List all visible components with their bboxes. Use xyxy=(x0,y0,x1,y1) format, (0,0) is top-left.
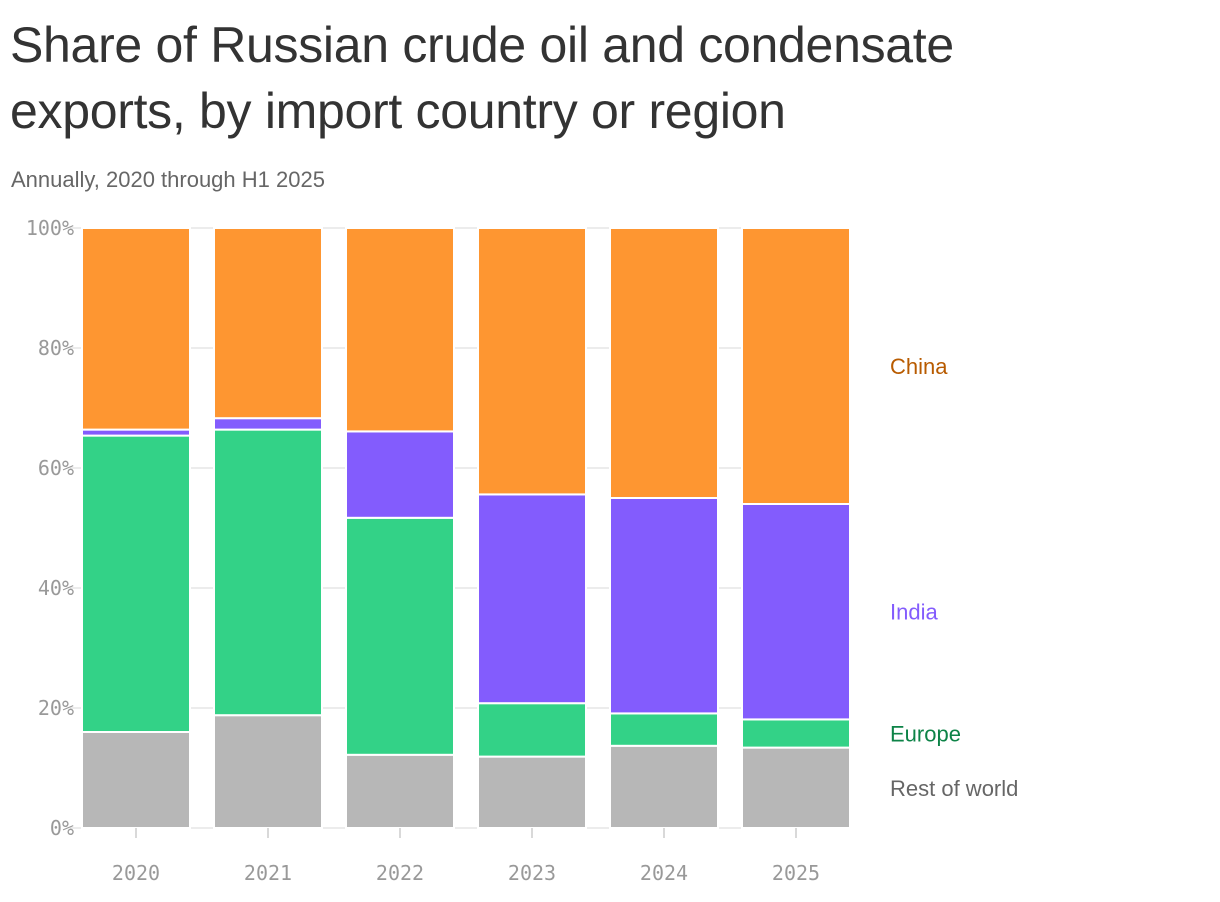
bar-china-2025 xyxy=(741,227,851,505)
bar-india-2023 xyxy=(477,493,587,705)
y-tick-label-100: 100% xyxy=(26,216,74,240)
bar-europe-2022 xyxy=(345,516,455,756)
legend: Rest of world Europe India China xyxy=(890,354,1018,801)
bar-india-2021 xyxy=(213,417,323,431)
chart-title: Share of Russian crude oil and condensat… xyxy=(10,17,954,139)
legend-label-india: India xyxy=(890,600,938,625)
bar-rest-of-world-2025 xyxy=(741,746,851,829)
bar-europe-2020 xyxy=(81,434,191,733)
legend-label-rest-of-world: Rest of world xyxy=(890,776,1018,801)
x-tick-label-2020: 2020 xyxy=(112,861,160,885)
y-tick-label-40: 40% xyxy=(38,576,74,600)
bar-europe-2021 xyxy=(213,428,323,717)
chart-subtitle: Annually, 2020 through H1 2025 xyxy=(11,167,325,192)
bar-india-2025 xyxy=(741,503,851,721)
gridlines xyxy=(70,227,850,829)
bar-rest-of-world-2020 xyxy=(81,731,191,829)
bar-china-2020 xyxy=(81,227,191,431)
bars xyxy=(81,227,851,830)
x-tick-label-2023: 2023 xyxy=(508,861,556,885)
bar-rest-of-world-2022 xyxy=(345,753,455,829)
bar-india-2024 xyxy=(609,497,719,715)
y-tick-label-80: 80% xyxy=(38,336,74,360)
bar-europe-2023 xyxy=(477,702,587,758)
x-tick-label-2024: 2024 xyxy=(640,861,688,885)
y-tick-label-20: 20% xyxy=(38,696,74,720)
y-tick-label-0: 0% xyxy=(50,816,74,840)
bar-china-2021 xyxy=(213,227,323,420)
bar-rest-of-world-2021 xyxy=(213,714,323,830)
x-tick-label-2021: 2021 xyxy=(244,861,292,885)
y-tick-label-60: 60% xyxy=(38,456,74,480)
bar-europe-2025 xyxy=(741,718,851,749)
legend-label-europe: Europe xyxy=(890,722,961,747)
bar-india-2022 xyxy=(345,430,455,519)
x-tick-label-2025: 2025 xyxy=(772,861,820,885)
x-tick-label-2022: 2022 xyxy=(376,861,424,885)
bar-china-2024 xyxy=(609,227,719,499)
axes: 0% 20% 40% 60% 80% 100% 2020 2021 2022 2023 2024 20… xyxy=(26,216,820,885)
legend-label-china: China xyxy=(890,354,948,379)
bar-rest-of-world-2023 xyxy=(477,755,587,829)
bar-europe-2024 xyxy=(609,712,719,747)
bar-china-2022 xyxy=(345,227,455,433)
bar-rest-of-world-2024 xyxy=(609,744,719,829)
bar-china-2023 xyxy=(477,227,587,496)
